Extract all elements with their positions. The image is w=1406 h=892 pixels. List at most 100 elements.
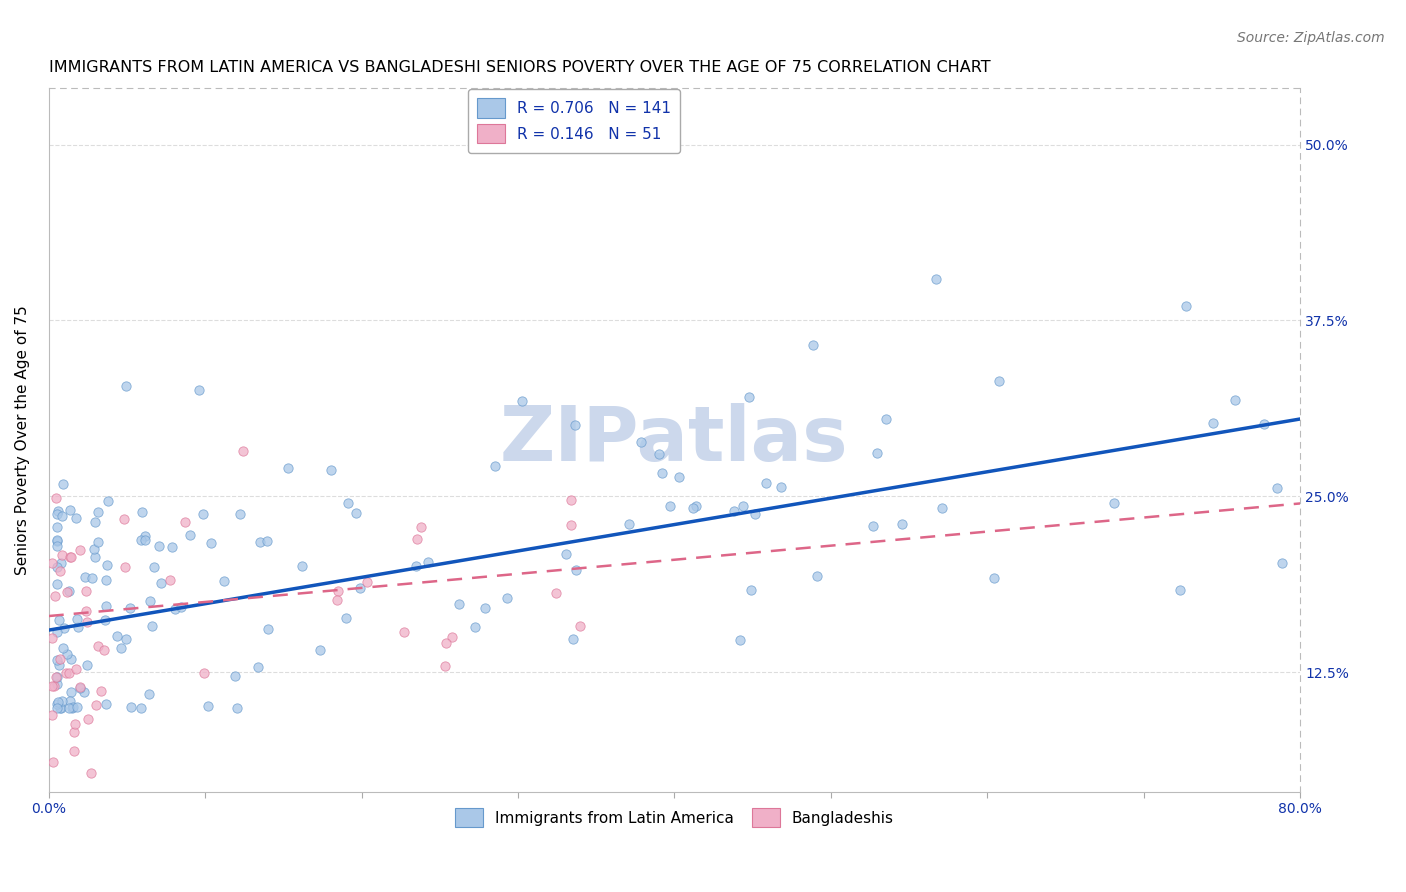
Point — [120, 601, 142, 615]
Point — [69, 681, 91, 696]
Point — [434, 636, 457, 650]
Point — [51, 694, 73, 708]
Point — [63, 717, 86, 731]
Point — [291, 558, 314, 573]
Point — [65, 662, 87, 676]
Point — [875, 412, 897, 426]
Point — [87, 640, 110, 654]
Point — [257, 622, 280, 636]
Point — [474, 600, 496, 615]
Point — [723, 504, 745, 518]
Point — [224, 669, 246, 683]
Point — [110, 641, 132, 656]
Point — [744, 508, 766, 522]
Text: ZIPatlas: ZIPatlas — [501, 403, 849, 477]
Point — [160, 540, 183, 554]
Point — [212, 574, 235, 589]
Point — [45, 533, 67, 548]
Point — [63, 724, 86, 739]
Point — [114, 379, 136, 393]
Point — [394, 624, 416, 639]
Point — [45, 533, 67, 548]
Point — [651, 467, 673, 481]
Point — [865, 446, 887, 460]
Point — [179, 528, 201, 542]
Point — [45, 624, 67, 639]
Point — [73, 685, 96, 699]
Point — [83, 515, 105, 529]
Point — [114, 632, 136, 646]
Point — [75, 604, 97, 618]
Point — [335, 611, 357, 625]
Point — [193, 665, 215, 680]
Point — [94, 613, 117, 627]
Point — [56, 584, 79, 599]
Point — [56, 648, 79, 662]
Point — [66, 612, 89, 626]
Point — [131, 505, 153, 519]
Point — [149, 575, 172, 590]
Point — [51, 508, 73, 523]
Point — [94, 599, 117, 613]
Point — [648, 446, 671, 460]
Point — [226, 700, 249, 714]
Legend: Immigrants from Latin America, Bangladeshis: Immigrants from Latin America, Banglades… — [449, 802, 900, 834]
Point — [45, 519, 67, 533]
Y-axis label: Seniors Poverty Over the Age of 75: Seniors Poverty Over the Age of 75 — [15, 305, 30, 575]
Point — [134, 529, 156, 543]
Point — [134, 533, 156, 548]
Point — [806, 569, 828, 583]
Point — [67, 620, 90, 634]
Point — [63, 744, 86, 758]
Point — [58, 666, 80, 681]
Point — [174, 516, 197, 530]
Point — [45, 653, 67, 667]
Point — [59, 549, 82, 564]
Point — [45, 697, 67, 711]
Point — [1175, 300, 1198, 314]
Point — [52, 640, 75, 655]
Point — [740, 582, 762, 597]
Point — [349, 581, 371, 595]
Point — [112, 512, 135, 526]
Point — [1253, 417, 1275, 431]
Point — [1202, 416, 1225, 430]
Point — [42, 755, 65, 769]
Point — [96, 558, 118, 573]
Point — [770, 480, 793, 494]
Point — [441, 630, 464, 644]
Point — [45, 677, 67, 691]
Point — [434, 658, 457, 673]
Point — [131, 533, 153, 548]
Point — [449, 597, 471, 611]
Point — [319, 463, 342, 477]
Point — [52, 621, 75, 635]
Point — [560, 493, 582, 508]
Point — [564, 417, 586, 432]
Point — [46, 695, 69, 709]
Point — [45, 700, 67, 714]
Point — [464, 619, 486, 633]
Point — [568, 619, 591, 633]
Point — [129, 700, 152, 714]
Point — [51, 700, 73, 714]
Point — [405, 559, 427, 574]
Point — [73, 570, 96, 584]
Point — [159, 573, 181, 587]
Point — [685, 499, 707, 513]
Point — [76, 615, 98, 629]
Point — [141, 619, 163, 633]
Point — [658, 499, 681, 513]
Point — [41, 631, 63, 645]
Point — [163, 601, 186, 615]
Point — [988, 374, 1011, 388]
Point — [45, 507, 67, 521]
Point — [755, 476, 778, 491]
Point — [83, 541, 105, 556]
Point — [65, 699, 87, 714]
Point — [170, 600, 193, 615]
Point — [738, 390, 761, 404]
Text: IMMIGRANTS FROM LATIN AMERICA VS BANGLADESHI SENIORS POVERTY OVER THE AGE OF 75 : IMMIGRANTS FROM LATIN AMERICA VS BANGLAD… — [49, 60, 990, 75]
Point — [90, 684, 112, 698]
Point — [277, 461, 299, 475]
